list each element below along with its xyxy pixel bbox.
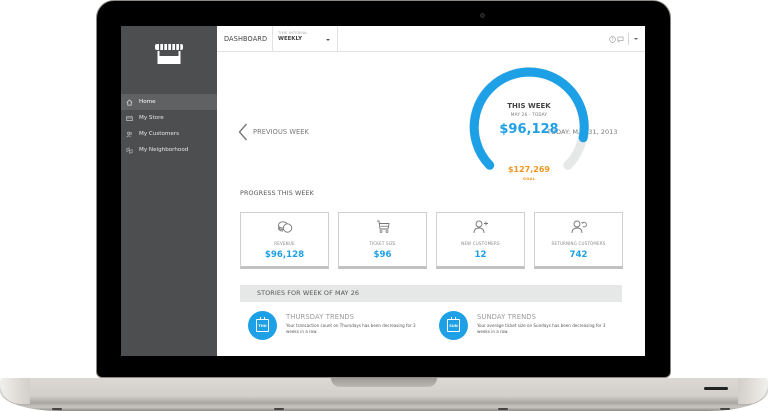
chevron-down-icon (326, 39, 330, 41)
laptop-foot (720, 408, 730, 410)
story-thursday-trends[interactable]: THU THURSDAY TRENDS Your transaction cou… (248, 311, 426, 340)
sidebar-nav: Home My Store My Customers My Neighborho… (121, 94, 217, 158)
tab-dashboard[interactable]: DASHBOARD (217, 26, 273, 51)
previous-week-label: PREVIOUS WEEK (253, 128, 309, 136)
divider (628, 33, 629, 45)
card-returning-customers[interactable]: RETURNING CUSTOMERS 742 (534, 212, 623, 269)
previous-week-button[interactable]: PREVIOUS WEEK (238, 123, 309, 141)
calendar-day-label: THU (258, 324, 267, 328)
card-label: TICKET SIZE (369, 241, 396, 246)
gauge-title: THIS WEEK (507, 102, 551, 110)
sidebar-item-label: Home (139, 99, 156, 105)
sidebar: Home My Store My Customers My Neighborho… (121, 26, 217, 356)
laptop-foot (52, 408, 62, 410)
card-value: 12 (474, 250, 487, 260)
story-title: THURSDAY TRENDS (286, 313, 355, 321)
gauge-date-range: MAY 26 - TODAY (510, 112, 548, 117)
time-interval-dropdown[interactable]: TIME INTERVAL WEEKLY (273, 26, 338, 51)
weekly-progress-gauge: THIS WEEK MAY 26 - TODAY $96,128 $127,26… (469, 66, 589, 188)
story-title: SUNDAY TRENDS (477, 313, 537, 321)
card-value: $96 (373, 250, 392, 260)
sidebar-item-my-customers[interactable]: My Customers (121, 126, 217, 142)
gauge-goal-label: GOAL (522, 176, 536, 181)
sidebar-item-my-neighborhood[interactable]: My Neighborhood (121, 142, 217, 158)
power-led-icon (704, 387, 728, 390)
sidebar-item-label: My Store (139, 115, 164, 121)
add-user-icon (473, 220, 488, 234)
sidebar-item-label: My Customers (139, 131, 180, 137)
home-icon (125, 98, 133, 106)
card-value: $96,128 (264, 250, 305, 260)
top-bar-actions: ? (609, 26, 645, 52)
sidebar-item-label: My Neighborhood (139, 147, 189, 153)
help-icon[interactable]: ? (609, 35, 616, 43)
returning-user-icon (571, 220, 587, 234)
laptop-foot (498, 408, 508, 410)
laptop-base (0, 378, 768, 411)
storefront-icon (155, 44, 183, 64)
card-label: NEW CUSTOMERS (461, 241, 500, 246)
stories-header: STORIES FOR WEEK OF MAY 26 (240, 285, 622, 302)
story-body: Your transaction count on Thursdays has … (286, 323, 416, 334)
progress-section-title: PROGRESS THIS WEEK (240, 189, 314, 197)
menu-caret-icon[interactable] (634, 38, 638, 40)
progress-cards: REVENUE $96,128 TICKET SIZE $96 (240, 212, 623, 269)
gauge-ring (469, 67, 589, 170)
laptop-foot (274, 408, 284, 410)
gauge-goal-value: $127,269 (507, 165, 550, 174)
calendar-icon: THU (248, 311, 277, 340)
laptop-notch (331, 378, 437, 387)
top-bar: DASHBOARD TIME INTERVAL WEEKLY ? (217, 26, 645, 52)
app-screen: Home My Store My Customers My Neighborho… (121, 26, 645, 356)
chevron-left-icon (238, 123, 248, 141)
coins-icon (278, 221, 293, 233)
card-ticket-size[interactable]: TICKET SIZE $96 (338, 212, 427, 269)
svg-text:?: ? (611, 36, 613, 41)
story-sunday-trends[interactable]: SUN SUNDAY TRENDS Your average ticket si… (439, 311, 617, 340)
story-body: Your average ticket size on Sundays has … (477, 323, 606, 334)
time-interval-value: WEEKLY (278, 36, 302, 42)
sidebar-item-home[interactable]: Home (121, 94, 217, 110)
calendar-icon: SUN (439, 311, 468, 340)
calendar-day-label: SUN (449, 324, 458, 328)
time-interval-label: TIME INTERVAL (278, 31, 308, 35)
card-revenue[interactable]: REVENUE $96,128 (240, 212, 329, 269)
card-value: 742 (569, 250, 588, 260)
store-icon (125, 114, 133, 122)
neighborhood-icon (125, 146, 133, 154)
card-label: RETURNING CUSTOMERS (551, 241, 606, 246)
card-new-customers[interactable]: NEW CUSTOMERS 12 (436, 212, 525, 269)
sidebar-item-my-store[interactable]: My Store (121, 110, 217, 126)
cart-icon (377, 220, 390, 233)
customers-icon (125, 130, 133, 138)
main-content: DASHBOARD TIME INTERVAL WEEKLY ? (217, 26, 645, 356)
camera-icon (480, 13, 485, 18)
chat-icon[interactable] (617, 36, 624, 43)
gauge-value: $96,128 (499, 122, 559, 137)
card-label: REVENUE (274, 241, 295, 246)
